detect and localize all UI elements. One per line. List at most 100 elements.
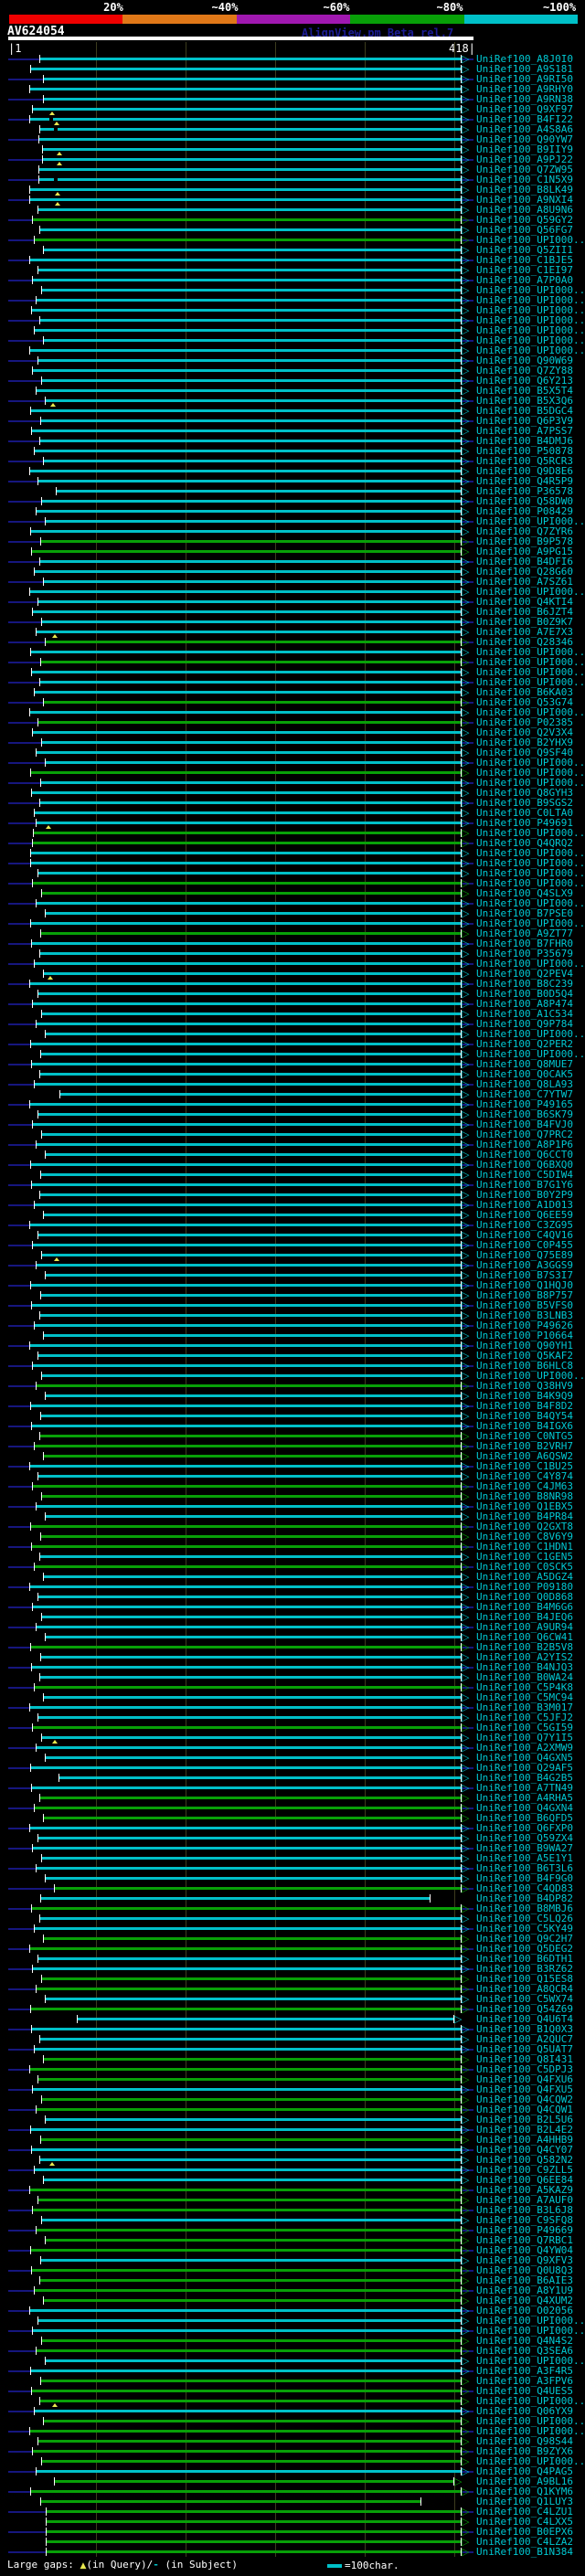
hit-row[interactable]: ▷ UniRef100_C3ZG95	[0, 1220, 585, 1230]
hit-row[interactable]: ▷ UniRef100_C1BU25	[0, 1461, 585, 1471]
hit-row[interactable]: ▷ UniRef100_Q1HQJ0	[0, 1280, 585, 1290]
hit-row[interactable]: ▷ UniRef100_C8V6Y9	[0, 1532, 585, 1542]
hit-row[interactable]: ▷ UniRef100_B5DGC4	[0, 406, 585, 416]
hit-row[interactable]: ▷ UniRef100_UPI000..	[0, 2456, 585, 2466]
hit-row[interactable]: ▷ UniRef100_B3L6J8	[0, 2205, 585, 2215]
hit-row[interactable]: ▷ UniRef100_B7PSE0	[0, 908, 585, 918]
hit-row[interactable]: ▷ UniRef100_B4F9G0	[0, 1873, 585, 1883]
hit-row[interactable]: ▷ UniRef100_Q6CW41	[0, 1632, 585, 1642]
hit-row[interactable]: ▷ UniRef100_Q28346	[0, 637, 585, 647]
hit-row[interactable]: ▷ UniRef100_A7PSS7	[0, 426, 585, 436]
hit-row[interactable]: ▷ UniRef100_A3F4R5	[0, 2366, 585, 2376]
hit-row[interactable]: ▷ UniRef100_Q4FXU6	[0, 2074, 585, 2084]
hit-row[interactable]: ▷ UniRef100_B4NJQ3	[0, 1662, 585, 1672]
hit-row[interactable]: ▷ UniRef100_Q4FXU5	[0, 2084, 585, 2094]
hit-row[interactable]: ▷ UniRef100_C5MC94	[0, 1692, 585, 1702]
hit-row[interactable]: ▷ UniRef100_Q4YW04	[0, 2245, 585, 2255]
hit-row[interactable]: ▷ UniRef100_A8J0I0	[0, 54, 585, 64]
hit-row[interactable]: ▷ UniRef100_Q6Y213	[0, 376, 585, 386]
hit-row[interactable]: ▷ UniRef100_Q56FG7	[0, 225, 585, 235]
hit-row[interactable]: ▷ UniRef100_Q5UAT7	[0, 2044, 585, 2054]
hit-row[interactable]: ▷ UniRef100_B4JEQ6	[0, 1612, 585, 1622]
hit-row[interactable]: ▷ UniRef100_B8C239	[0, 979, 585, 989]
hit-row[interactable]: ▷ UniRef100_A3GGS9	[0, 1260, 585, 1270]
hit-row[interactable]: ▷ UniRef100_C7YTW7	[0, 1089, 585, 1099]
hit-row[interactable]: ▷ UniRef100_B4DFI6	[0, 557, 585, 567]
hit-row[interactable]: ▷ UniRef100_UPI000..	[0, 315, 585, 325]
hit-row[interactable]: ▷ UniRef100_B6QFD5	[0, 1813, 585, 1823]
hit-row[interactable]: ▷ UniRef100_Q7ZW95	[0, 164, 585, 175]
hit-row[interactable]: ▷ UniRef100_UPI000..	[0, 768, 585, 778]
hit-row[interactable]: ▷ UniRef100_Q54Z69	[0, 2004, 585, 2014]
hit-row[interactable]: ▷ UniRef100_Q75E89	[0, 1250, 585, 1261]
hit-row[interactable]: ▷ UniRef100_Q3SEA6	[0, 2346, 585, 2356]
hit-row[interactable]: ▷ UniRef100_C9SFQ8	[0, 2215, 585, 2225]
hit-row[interactable]: ▷ UniRef100_B4IGX6	[0, 1421, 585, 1431]
hit-row[interactable]: ▷ UniRef100_UPI000..	[0, 959, 585, 969]
hit-row[interactable]: ▷ UniRef100_Q5RCR3	[0, 456, 585, 466]
hit-row[interactable]: ▷ UniRef100_UPI000..	[0, 325, 585, 335]
hit-row[interactable]: ▷ UniRef100_A7SZ61	[0, 577, 585, 587]
hit-row[interactable]: ▷ UniRef100_P09180	[0, 1582, 585, 1592]
hit-row[interactable]: ▷ UniRef100_C4LZA2	[0, 2537, 585, 2547]
hit-row[interactable]: ▷ UniRef100_A1C534	[0, 1009, 585, 1019]
hit-row[interactable]: ▷ UniRef100_A3FPV6	[0, 2376, 585, 2386]
hit-row[interactable]: ▷ UniRef100_A4S8A6	[0, 124, 585, 134]
hit-row[interactable]: ▷ UniRef100_B2L4E2	[0, 2125, 585, 2135]
hit-row[interactable]: ▷ UniRef100_B6AIE3	[0, 2275, 585, 2285]
hit-row[interactable]: ▷ UniRef100_B4PR84	[0, 1511, 585, 1521]
hit-row[interactable]: ▷ UniRef100_UPI000..	[0, 335, 585, 345]
hit-row[interactable]: ▷ UniRef100_B4DMJ6	[0, 436, 585, 446]
hit-row[interactable]: ▷ UniRef100_UPI000..	[0, 667, 585, 677]
hit-row[interactable]: ▷ UniRef100_Q2PEV4	[0, 969, 585, 980]
hit-row[interactable]: ▷ UniRef100_C4LXX5	[0, 2517, 585, 2527]
hit-row[interactable]: ▷ UniRef100_C5DIW4	[0, 1170, 585, 1180]
hit-row[interactable]: ▷ UniRef100_Q4PAG5	[0, 2466, 585, 2476]
hit-row[interactable]: ▷ UniRef100_A9BL16	[0, 2476, 585, 2486]
hit-row[interactable]: ▷ UniRef100_B3LNB3	[0, 1310, 585, 1320]
hit-row[interactable]: ▷ UniRef100_B5X3Q6	[0, 396, 585, 407]
hit-row[interactable]: ▷ UniRef100_B7G1Y6	[0, 1180, 585, 1190]
hit-row[interactable]: ▷ UniRef100_A5E1Y1	[0, 1853, 585, 1863]
hit-row[interactable]: ▷ UniRef100_A8U9N6	[0, 205, 585, 215]
hit-row[interactable]: ▷ UniRef100_B4QY54	[0, 1411, 585, 1421]
hit-row[interactable]: ▷ UniRef100_Q4KTI4	[0, 597, 585, 607]
hit-row[interactable]: ▷ UniRef100_Q4XUM2	[0, 2295, 585, 2306]
hit-row[interactable]: ▷ UniRef100_P49626	[0, 1320, 585, 1330]
hit-row[interactable]: ▷ UniRef100_B4FI22	[0, 114, 585, 125]
hit-row[interactable]: ▷ UniRef100_Q90YW7	[0, 134, 585, 144]
hit-row[interactable]: ▷ UniRef100_A7P0A0	[0, 275, 585, 285]
hit-row[interactable]: ▷ UniRef100_B9IIY9	[0, 144, 585, 155]
hit-row[interactable]: ▷ UniRef100_B6JZT4	[0, 607, 585, 617]
hit-row[interactable]: ▷ UniRef100_C9ZLL5	[0, 2165, 585, 2175]
hit-row[interactable]: ▷ UniRef100_Q90W69	[0, 355, 585, 366]
hit-row[interactable]: ▷ UniRef100_UPI000..	[0, 858, 585, 868]
hit-row[interactable]: ▷ UniRef100_Q90YH1	[0, 1341, 585, 1351]
hit-row[interactable]: ▷ UniRef100_Q1KYM6	[0, 2486, 585, 2496]
hit-row[interactable]: ▷ UniRef100_B0Y2P9	[0, 1190, 585, 1200]
hit-row[interactable]: ▷ UniRef100_A9PJ22	[0, 154, 585, 165]
hit-row[interactable]: ▷ UniRef100_P36578	[0, 486, 585, 496]
hit-row[interactable]: ▷ UniRef100_UPI000..	[0, 2326, 585, 2336]
hit-row[interactable]: ▷ UniRef100_B9WA27	[0, 1843, 585, 1853]
hit-row[interactable]: ▷ UniRef100_Q8I431	[0, 2054, 585, 2064]
hit-row[interactable]: ▷ UniRef100_A2QUC7	[0, 2034, 585, 2044]
hit-row[interactable]: ▷ UniRef100_Q58DW0	[0, 496, 585, 506]
hit-row[interactable]: ▷ UniRef100_UPI000..	[0, 295, 585, 305]
hit-row[interactable]: ▷ UniRef100_B7FHR0	[0, 938, 585, 949]
hit-row[interactable]: ▷ UniRef100_UPI000..	[0, 677, 585, 687]
hit-row[interactable]: ▷ UniRef100_Q59GY2	[0, 215, 585, 225]
hit-row[interactable]: ▷ UniRef100_A2YIS2	[0, 1652, 585, 1662]
hit-row[interactable]: ▷ UniRef100_B8MBJ6	[0, 1903, 585, 1913]
hit-row[interactable]: ▷ UniRef100_UPI000..	[0, 2396, 585, 2407]
hit-row[interactable]: ▷ UniRef100_A9RI50	[0, 74, 585, 84]
hit-row[interactable]: ▷ UniRef100_A1D013	[0, 1200, 585, 1210]
hit-row[interactable]: ▷ UniRef100_Q2PER2	[0, 1039, 585, 1049]
hit-row[interactable]: ▷ UniRef100_Q4GXN5	[0, 1753, 585, 1763]
hit-row[interactable]: ▷ UniRef100_C5LQ26	[0, 1913, 585, 1924]
hit-row[interactable]: ▷ UniRef100_Q8LA93	[0, 1079, 585, 1089]
hit-row[interactable]: ▷ UniRef100_UPI000..	[0, 848, 585, 858]
hit-row[interactable]: ▷ UniRef100_C5WX74	[0, 1994, 585, 2004]
hit-row[interactable]: ▷ UniRef100_B4M6G6	[0, 1602, 585, 1612]
hit-row[interactable]: ▷ UniRef100_A8P474	[0, 999, 585, 1009]
